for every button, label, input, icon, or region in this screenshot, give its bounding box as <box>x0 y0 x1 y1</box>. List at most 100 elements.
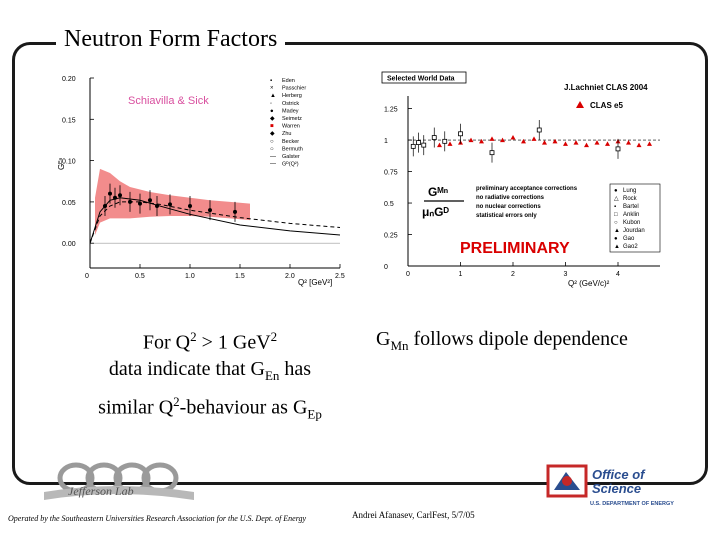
legend-entry: Eden <box>282 78 295 84</box>
clas-point <box>489 136 495 141</box>
x-tick-label: 1 <box>459 271 463 278</box>
doe-logo-dot <box>562 476 572 486</box>
note-line: no radiative corrections <box>476 195 545 201</box>
y-tick-label: 0.15 <box>62 117 76 124</box>
right-plot-svg: Selected World Data J.Lachniet CLAS 2004… <box>378 70 668 292</box>
legend-marker: ◦ <box>270 101 272 107</box>
left-y-label: Gᴱⁿ <box>58 157 66 170</box>
data-point <box>113 195 117 200</box>
legend-marker: ▪ <box>270 78 272 84</box>
data-point <box>118 193 122 198</box>
legend-entry: Ostrick <box>282 101 299 107</box>
y-tick-label: 0.25 <box>384 233 398 240</box>
data-point <box>233 209 237 214</box>
right-plot: Selected World Data J.Lachniet CLAS 2004… <box>378 70 668 292</box>
clas-point <box>468 137 474 143</box>
x-tick-label: 2 <box>511 271 515 278</box>
world-point <box>489 150 495 156</box>
caption-text: For Q <box>142 331 191 354</box>
preliminary-stamp: PRELIMINARY <box>460 240 570 257</box>
caption-sup: 2 <box>190 329 197 344</box>
legend-entry: Madey <box>282 108 299 114</box>
world-point <box>442 138 448 144</box>
left-caption-line3: similar Q2-behaviour as GEp <box>40 389 380 428</box>
clas-point <box>542 140 547 145</box>
legend-entry: Rock <box>623 196 638 202</box>
world-point <box>431 135 437 140</box>
doe-line1: Office of <box>592 467 646 482</box>
data-point <box>208 208 212 213</box>
legend-entry: Galster <box>282 154 300 160</box>
legend-marker: ◆ <box>270 131 275 137</box>
right-subtitle: J.Lachniet CLAS 2004 <box>564 83 648 92</box>
doe-office-of-science-logo: Office of Science U.S. DEPARTMENT OF ENE… <box>546 462 676 510</box>
y-tick-label: 0.75 <box>384 170 398 177</box>
legend-marker: ◆ <box>270 116 275 122</box>
legend-marker: ▲ <box>614 228 620 234</box>
right-plot-bg <box>378 70 668 292</box>
legend-marker: ○ <box>270 139 274 145</box>
left-x-label: Q² [GeV²] <box>298 278 332 287</box>
y-tick-label: 0 <box>384 264 388 271</box>
legend-entry: Gao2 <box>623 244 638 250</box>
x-tick-label: 3 <box>564 271 568 278</box>
legend-entry: Herberg <box>282 93 302 99</box>
y-tick-label: 0.05 <box>62 200 76 207</box>
jlab-logo-text: Jefferson Lab <box>68 484 134 498</box>
clas-point <box>510 135 516 140</box>
legend-entry: Gᴰ(Q²) <box>282 161 299 168</box>
legend-entry: Zhu <box>282 131 291 137</box>
x-tick-label: 0 <box>85 273 89 280</box>
note-line: no nuclear corrections <box>476 204 541 210</box>
doe-logo-svg: Office of Science U.S. DEPARTMENT OF ENE… <box>546 464 674 507</box>
legend-marker: — <box>270 154 276 160</box>
right-header-box <box>381 71 467 84</box>
legend-entry: Jourdan <box>623 228 645 234</box>
world-point <box>615 146 621 152</box>
data-point <box>155 204 159 209</box>
legend-entry: Gao <box>623 236 635 242</box>
y-tick-label: 0.10 <box>62 159 76 166</box>
slide-frame <box>12 42 708 485</box>
footer-author: Andrei Afanasev, CarlFest, 5/7/05 <box>352 510 475 520</box>
data-point <box>138 201 142 206</box>
clas-point <box>594 140 600 145</box>
legend-marker: ▪ <box>614 204 616 210</box>
legend-marker: ▲ <box>270 93 276 99</box>
jefferson-lab-logo: Jefferson Lab <box>38 462 198 508</box>
right-caption: GMn follows dipole dependence <box>376 328 696 354</box>
legend-entry: Seimetz <box>282 116 302 122</box>
clas-point <box>521 138 526 144</box>
data-point <box>128 199 132 204</box>
data-point <box>103 204 107 209</box>
x-tick-label: 1.5 <box>235 273 245 280</box>
world-point <box>421 142 427 148</box>
uncertainty-band <box>95 168 250 235</box>
y-tick-label: 1 <box>384 138 388 145</box>
caption-text: follows dipole dependence <box>408 328 628 350</box>
clas-point <box>479 138 484 144</box>
legend-marker: ● <box>270 108 274 114</box>
x-tick-label: 2.0 <box>285 273 295 280</box>
x-tick-label: 2.5 <box>335 273 345 280</box>
caption-sub: En <box>264 367 280 383</box>
legend-marker: ○ <box>614 220 618 226</box>
caption-text: similar Q <box>98 396 174 419</box>
legend-marker: △ <box>614 196 619 202</box>
clas-point <box>563 141 568 146</box>
clas-point <box>531 136 537 141</box>
legend-marker: ■ <box>270 124 274 130</box>
data-point <box>168 202 172 207</box>
slide-title: Neutron Form Factors <box>56 26 286 53</box>
clas-point <box>573 140 579 145</box>
doe-line3: U.S. DEPARTMENT OF ENERGY <box>590 501 674 507</box>
note-line: preliminary acceptance corrections <box>476 186 578 192</box>
left-plot-title: Schiavilla & Sick <box>128 95 209 107</box>
legend-entry: Anklin <box>623 212 639 218</box>
legend-box <box>609 183 661 253</box>
legend-entry: Bartel <box>623 204 639 210</box>
left-caption-line1: For Q2 > 1 GeV2 <box>40 324 380 356</box>
caption-text: -behaviour as G <box>179 396 308 419</box>
legend-entry: Kubon <box>623 220 640 226</box>
left-plot: 0.20 0.15 0.10 0.05 0.00 0 0.5 1.0 1.5 2.0 2.5 Sc… <box>57 70 348 290</box>
